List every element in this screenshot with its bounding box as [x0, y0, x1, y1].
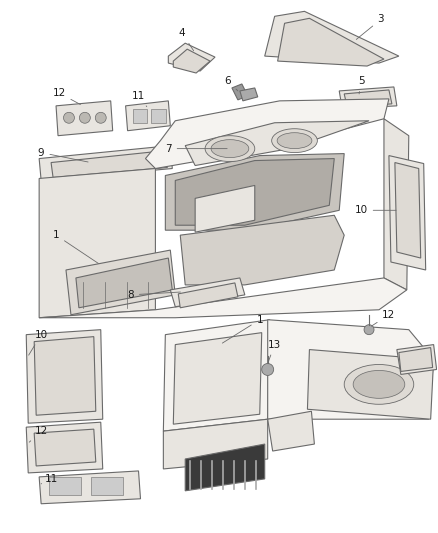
Ellipse shape [205, 136, 255, 161]
Polygon shape [66, 250, 175, 315]
Polygon shape [185, 444, 265, 491]
Polygon shape [163, 320, 270, 431]
Bar [133, 109, 148, 123]
Ellipse shape [353, 370, 405, 398]
Polygon shape [268, 411, 314, 451]
Text: 12: 12 [29, 426, 48, 442]
Polygon shape [268, 320, 434, 419]
Polygon shape [56, 101, 113, 136]
Text: 1: 1 [223, 314, 263, 343]
Polygon shape [240, 88, 258, 101]
Text: 8: 8 [127, 290, 180, 300]
Polygon shape [173, 49, 210, 73]
Polygon shape [180, 215, 344, 285]
Polygon shape [26, 422, 103, 473]
Text: 7: 7 [165, 143, 227, 154]
Ellipse shape [79, 112, 90, 123]
Polygon shape [165, 154, 344, 230]
Text: 1: 1 [53, 230, 99, 263]
Text: 9: 9 [38, 148, 88, 162]
Ellipse shape [277, 133, 312, 149]
Polygon shape [185, 121, 369, 166]
Polygon shape [51, 151, 167, 177]
Polygon shape [339, 87, 397, 109]
Bar [49, 477, 81, 495]
Text: 10: 10 [354, 205, 396, 215]
Ellipse shape [211, 140, 249, 158]
Polygon shape [39, 278, 407, 318]
Ellipse shape [272, 129, 318, 152]
Ellipse shape [344, 365, 414, 404]
Bar [152, 109, 166, 123]
Polygon shape [278, 18, 384, 66]
Polygon shape [307, 350, 434, 419]
Text: 11: 11 [41, 474, 58, 484]
Polygon shape [39, 471, 141, 504]
Polygon shape [163, 419, 268, 469]
Polygon shape [395, 163, 421, 258]
Text: 4: 4 [179, 28, 194, 51]
Polygon shape [384, 119, 409, 290]
Polygon shape [76, 258, 172, 308]
Text: 6: 6 [225, 76, 238, 91]
Polygon shape [34, 429, 96, 466]
Polygon shape [397, 345, 437, 375]
Polygon shape [26, 330, 103, 423]
Polygon shape [34, 337, 96, 415]
Text: 13: 13 [268, 340, 281, 361]
Ellipse shape [64, 112, 74, 123]
Polygon shape [39, 168, 155, 318]
Polygon shape [126, 101, 170, 131]
Polygon shape [175, 158, 334, 225]
Circle shape [262, 364, 274, 375]
Polygon shape [195, 185, 255, 232]
Circle shape [364, 325, 374, 335]
Text: 3: 3 [356, 14, 384, 39]
Polygon shape [168, 43, 215, 71]
Polygon shape [39, 146, 172, 181]
Polygon shape [399, 348, 433, 372]
Polygon shape [344, 90, 392, 107]
Polygon shape [170, 278, 245, 307]
Polygon shape [232, 84, 248, 100]
Polygon shape [145, 99, 389, 168]
Text: 10: 10 [28, 329, 48, 355]
Polygon shape [265, 11, 399, 63]
Polygon shape [389, 156, 426, 270]
Text: 11: 11 [132, 91, 147, 107]
Ellipse shape [95, 112, 106, 123]
Text: 5: 5 [358, 76, 364, 94]
Text: 12: 12 [53, 88, 81, 104]
Polygon shape [173, 333, 262, 424]
Polygon shape [178, 283, 238, 308]
Bar [91, 477, 123, 495]
Text: 12: 12 [371, 310, 396, 326]
